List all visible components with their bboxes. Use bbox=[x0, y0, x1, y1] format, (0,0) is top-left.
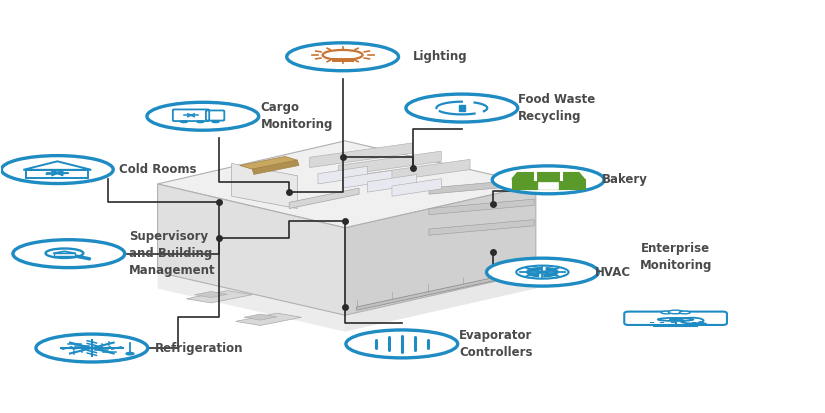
Ellipse shape bbox=[36, 334, 148, 362]
Text: Supervisory
and Building
Management: Supervisory and Building Management bbox=[129, 230, 215, 277]
Polygon shape bbox=[158, 184, 345, 315]
Polygon shape bbox=[392, 178, 441, 196]
Ellipse shape bbox=[2, 156, 113, 183]
Ellipse shape bbox=[346, 330, 458, 358]
Ellipse shape bbox=[670, 318, 681, 320]
Polygon shape bbox=[356, 269, 535, 310]
Polygon shape bbox=[342, 171, 392, 188]
Polygon shape bbox=[158, 272, 345, 332]
Ellipse shape bbox=[539, 271, 546, 273]
Polygon shape bbox=[252, 160, 299, 175]
Ellipse shape bbox=[406, 94, 518, 122]
FancyBboxPatch shape bbox=[538, 182, 559, 189]
Polygon shape bbox=[429, 178, 535, 194]
Polygon shape bbox=[345, 185, 535, 315]
Polygon shape bbox=[240, 157, 297, 169]
Ellipse shape bbox=[147, 102, 259, 130]
Polygon shape bbox=[338, 151, 441, 176]
Polygon shape bbox=[429, 220, 535, 235]
Polygon shape bbox=[158, 141, 535, 228]
Polygon shape bbox=[367, 175, 417, 192]
Polygon shape bbox=[290, 188, 359, 209]
Ellipse shape bbox=[661, 311, 672, 314]
Text: Bakery: Bakery bbox=[601, 173, 648, 186]
Polygon shape bbox=[318, 166, 367, 184]
Polygon shape bbox=[232, 164, 297, 209]
Polygon shape bbox=[195, 292, 228, 298]
Ellipse shape bbox=[668, 310, 683, 314]
Polygon shape bbox=[244, 314, 277, 320]
Polygon shape bbox=[429, 199, 535, 215]
Text: Enterprise
Monitoring: Enterprise Monitoring bbox=[639, 242, 712, 271]
Ellipse shape bbox=[493, 166, 604, 194]
Ellipse shape bbox=[679, 311, 691, 314]
Text: HVAC: HVAC bbox=[595, 266, 631, 279]
Ellipse shape bbox=[487, 258, 598, 286]
Polygon shape bbox=[236, 313, 301, 325]
Polygon shape bbox=[345, 272, 535, 332]
Text: Food Waste
Recycling: Food Waste Recycling bbox=[518, 93, 595, 123]
Ellipse shape bbox=[126, 352, 134, 355]
Polygon shape bbox=[367, 159, 470, 184]
Text: Refrigeration: Refrigeration bbox=[155, 342, 243, 354]
Polygon shape bbox=[512, 173, 584, 179]
Ellipse shape bbox=[287, 43, 398, 71]
Text: Cargo
Monitoring: Cargo Monitoring bbox=[261, 101, 332, 131]
Text: Lighting: Lighting bbox=[412, 50, 467, 63]
Ellipse shape bbox=[13, 240, 125, 268]
Polygon shape bbox=[309, 143, 412, 168]
Text: Evaporator
Controllers: Evaporator Controllers bbox=[460, 329, 533, 359]
Text: Cold Rooms: Cold Rooms bbox=[119, 163, 196, 176]
Polygon shape bbox=[186, 291, 252, 303]
FancyBboxPatch shape bbox=[625, 311, 727, 325]
FancyBboxPatch shape bbox=[512, 179, 584, 189]
